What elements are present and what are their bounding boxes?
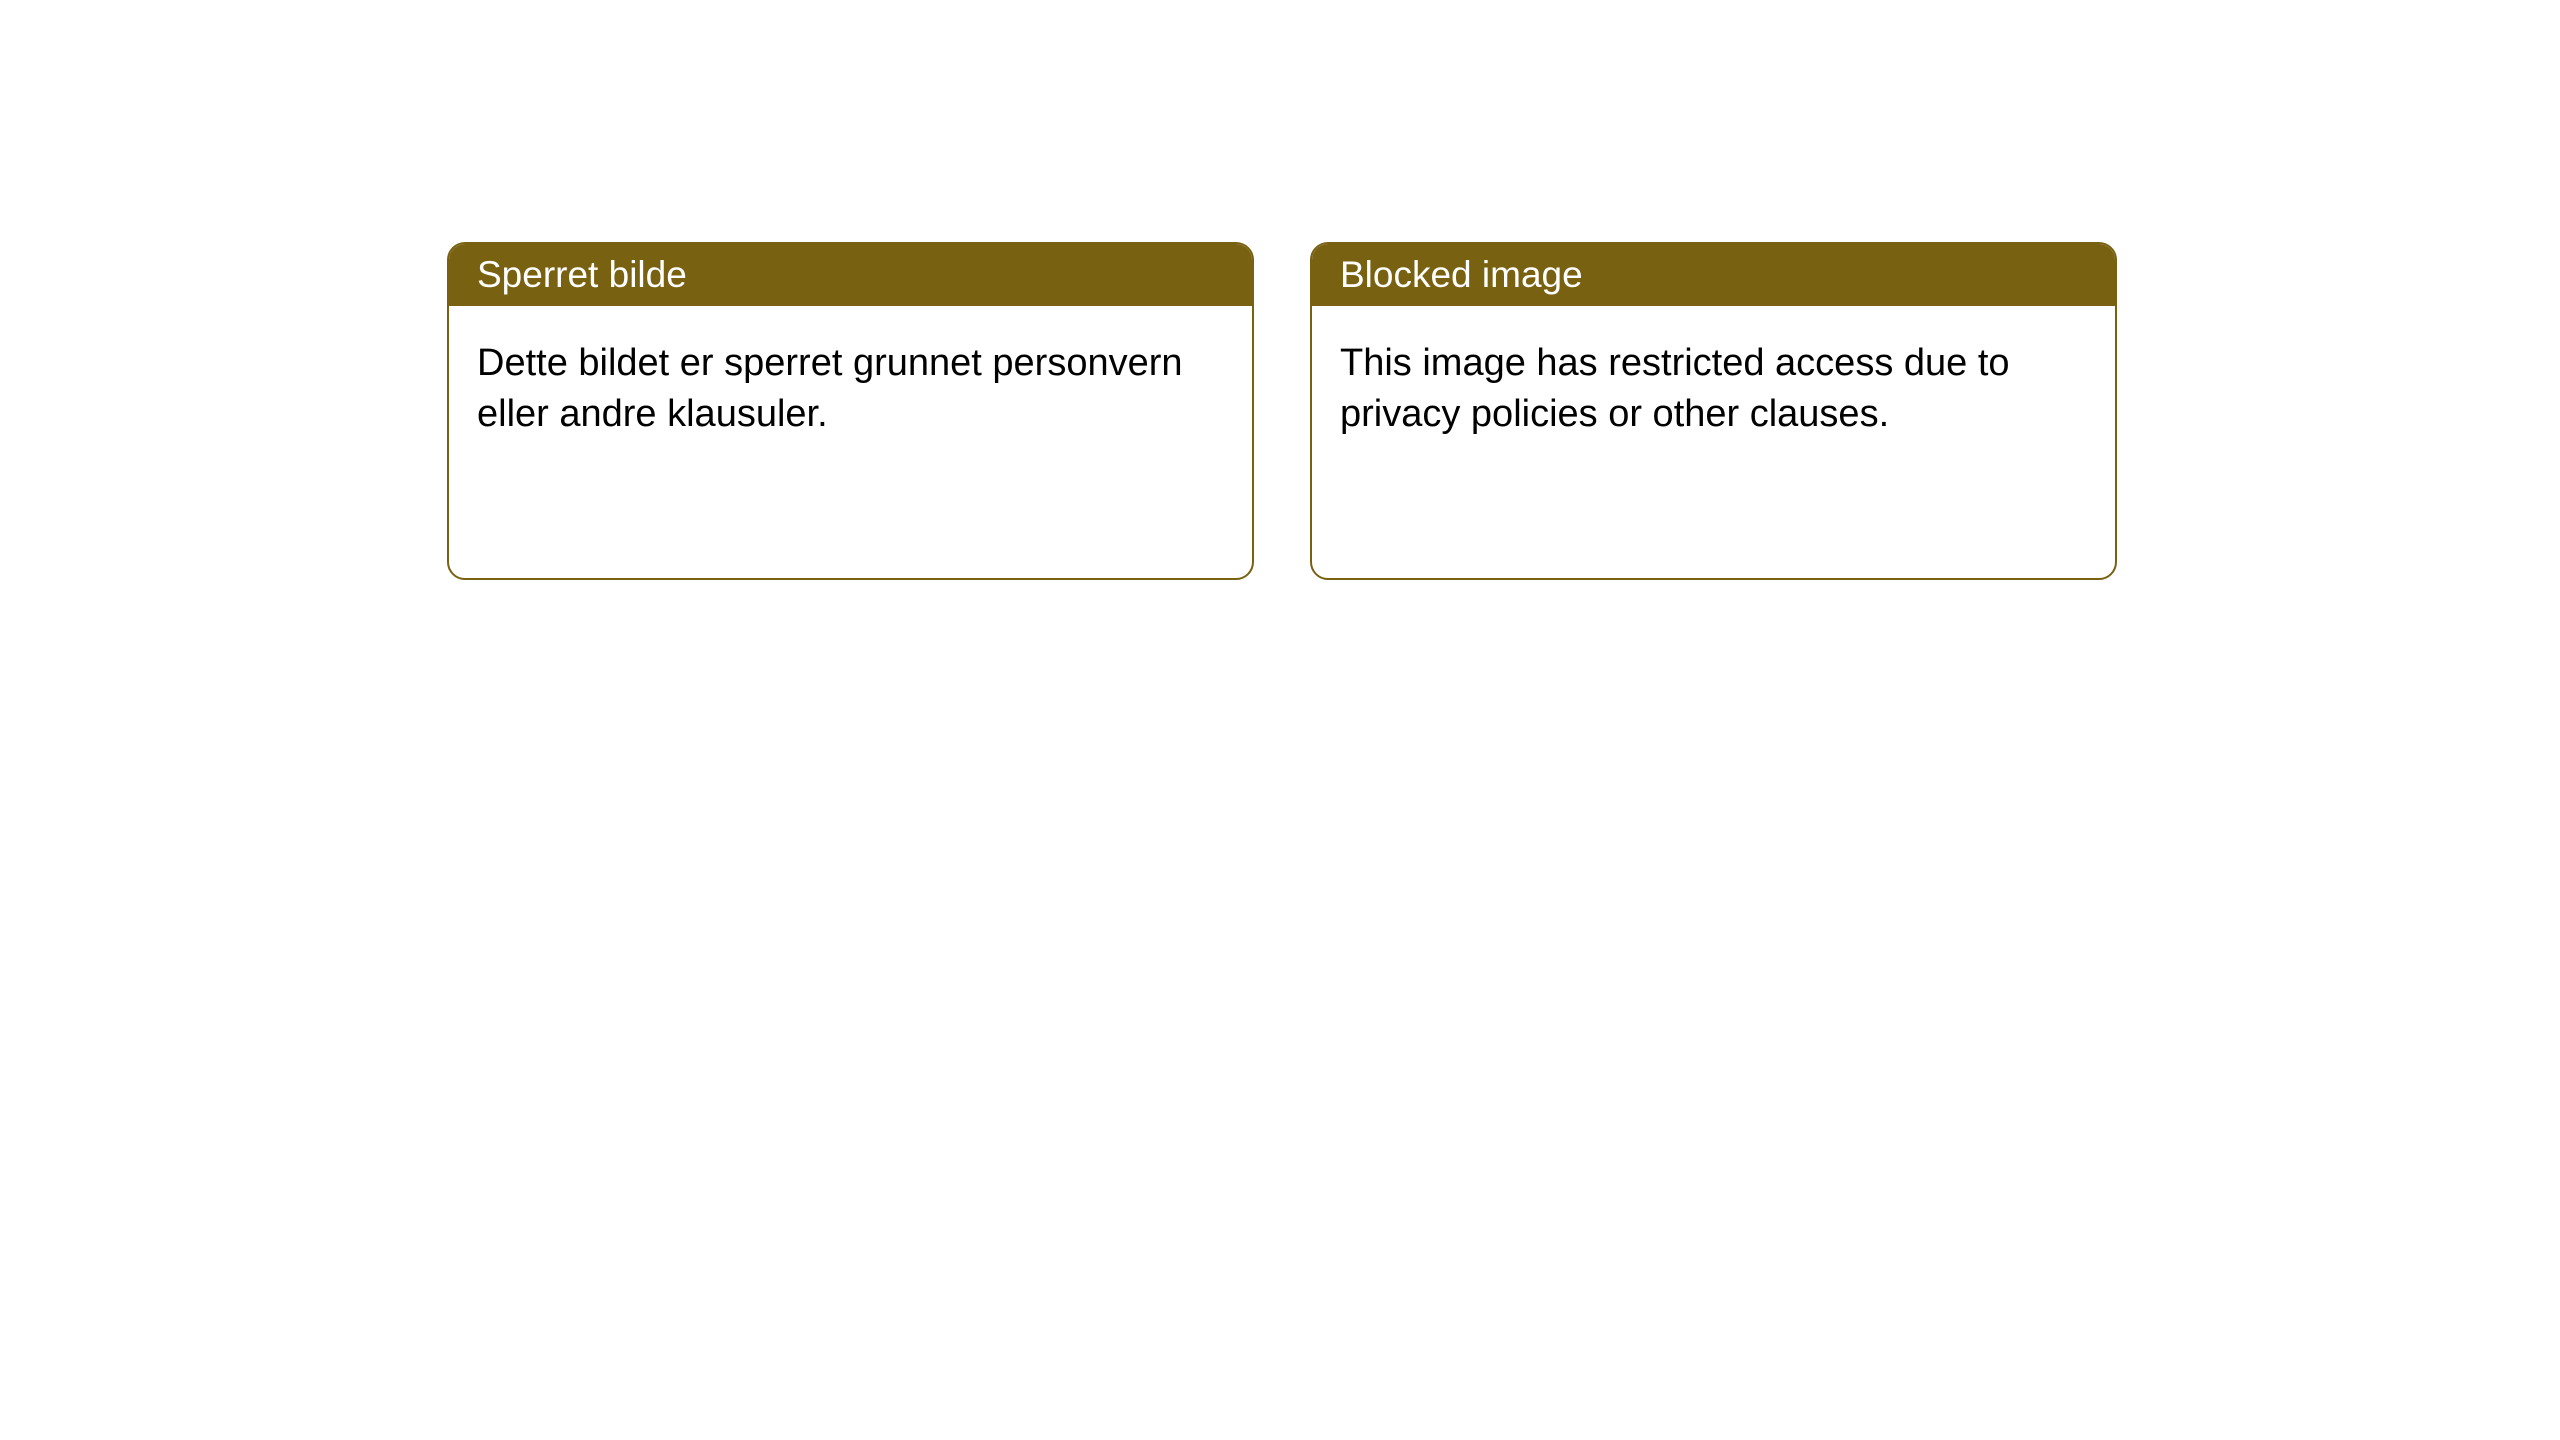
notice-card-norwegian: Sperret bilde Dette bildet er sperret gr…	[447, 242, 1254, 580]
notice-header: Blocked image	[1312, 244, 2115, 306]
notice-card-english: Blocked image This image has restricted …	[1310, 242, 2117, 580]
notice-body: Dette bildet er sperret grunnet personve…	[449, 306, 1252, 578]
notice-title: Blocked image	[1340, 254, 1583, 295]
notice-body: This image has restricted access due to …	[1312, 306, 2115, 578]
notice-text: Dette bildet er sperret grunnet personve…	[477, 342, 1183, 435]
notice-header: Sperret bilde	[449, 244, 1252, 306]
notice-title: Sperret bilde	[477, 254, 687, 295]
notice-container: Sperret bilde Dette bildet er sperret gr…	[0, 0, 2560, 580]
notice-text: This image has restricted access due to …	[1340, 342, 2010, 435]
